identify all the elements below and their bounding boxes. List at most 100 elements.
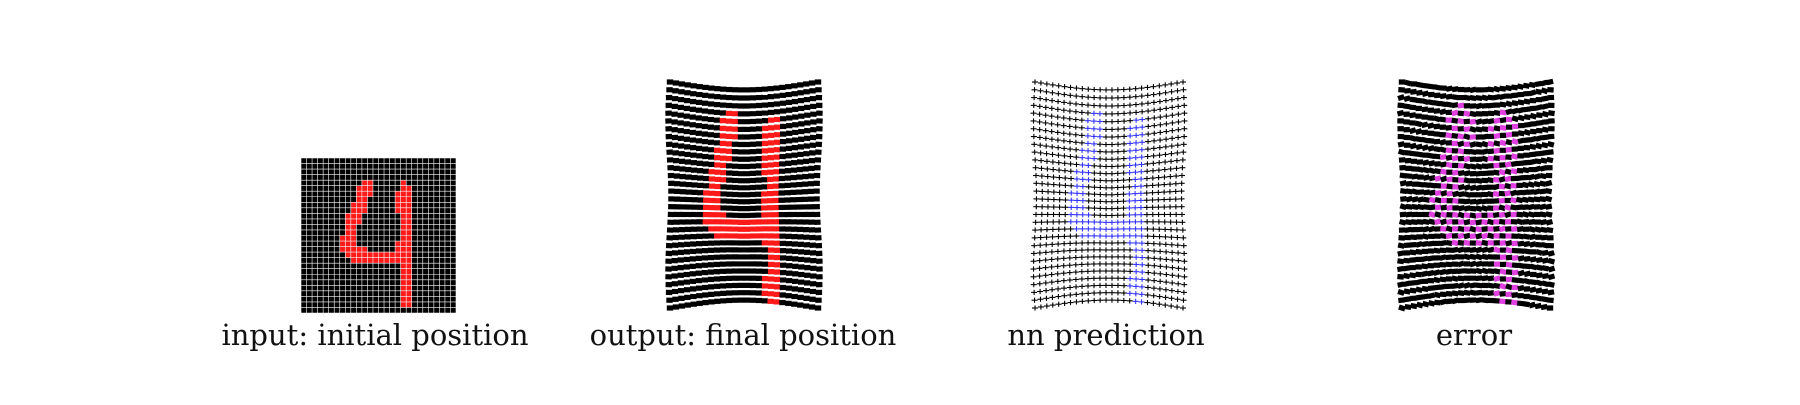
mesh-block: [778, 219, 786, 225]
mesh-block: [804, 120, 811, 126]
mesh-block: [1440, 175, 1448, 183]
mesh-block: [1510, 196, 1518, 204]
mesh-block: [726, 170, 733, 176]
mesh-block: [708, 219, 715, 225]
mesh-block: [1528, 166, 1535, 173]
mesh-block: [779, 153, 786, 160]
mesh-block: [1434, 161, 1441, 167]
mesh-block: [1534, 88, 1543, 95]
digit-pixel: [345, 246, 351, 253]
mesh-block: [773, 147, 781, 153]
mesh-block: [707, 240, 715, 246]
mesh-block: [737, 134, 745, 140]
mesh-block: [1439, 298, 1448, 306]
mesh-block: [1421, 300, 1430, 308]
mesh-block: [1481, 163, 1489, 170]
mesh-block: [1463, 282, 1471, 289]
mesh-block: [1415, 271, 1423, 278]
digit-pixel: [367, 252, 373, 258]
mesh-block: [695, 122, 702, 129]
mesh-block: [683, 128, 691, 135]
mesh-block: [1510, 226, 1518, 232]
mesh-block: [785, 84, 792, 90]
mesh-block: [678, 158, 686, 165]
mesh-block: [785, 277, 793, 284]
mesh-block: [1547, 235, 1554, 241]
digit-pixel: [400, 185, 407, 192]
mesh-block: [1480, 204, 1489, 212]
mesh-block: [737, 111, 745, 117]
digit-pixel: [400, 246, 407, 253]
mesh-block: [719, 133, 727, 139]
mesh-block: [1411, 196, 1419, 203]
mesh-block: [683, 264, 690, 270]
mesh-block: [719, 110, 727, 116]
mesh-block: [1541, 95, 1549, 102]
mesh-block: [767, 240, 775, 246]
mesh-block: [1409, 241, 1417, 248]
mesh-block: [1547, 133, 1555, 140]
mesh-block: [778, 175, 786, 182]
mesh-block: [1534, 211, 1541, 218]
mesh-block: [749, 254, 757, 260]
mesh-block: [707, 147, 715, 153]
mesh-block: [1428, 233, 1435, 240]
mesh-block: [1523, 90, 1530, 97]
mesh-block: [767, 247, 775, 253]
mesh-block: [1403, 119, 1410, 125]
mesh-block: [1405, 211, 1413, 218]
mesh-block: [737, 240, 745, 246]
digit-pixel: [350, 202, 357, 208]
mesh-block: [1463, 232, 1471, 240]
mesh-block: [714, 155, 721, 161]
mesh-block: [1439, 161, 1448, 168]
mesh-block: [725, 290, 733, 296]
mesh-block: [708, 183, 716, 189]
mesh-block: [1439, 233, 1447, 240]
mesh-block: [1475, 141, 1483, 148]
mesh-block: [1541, 280, 1550, 288]
mesh-block: [1523, 144, 1531, 151]
mesh-block: [1547, 289, 1555, 296]
digit-pixel: [361, 185, 368, 192]
mesh-block: [725, 133, 733, 140]
mesh-block: [720, 212, 727, 218]
mesh-block: [1403, 288, 1411, 295]
mesh-block: [1421, 255, 1429, 263]
digit-pixel: [406, 296, 412, 302]
mesh-block: [773, 269, 781, 275]
mesh-block: [1541, 249, 1549, 257]
mesh-block: [1415, 136, 1423, 143]
mesh-block: [1433, 123, 1441, 130]
mesh-block: [713, 132, 721, 139]
mesh-block: [791, 152, 798, 158]
mesh-block: [1433, 291, 1441, 299]
mesh-block: [749, 268, 757, 274]
mesh-block: [1445, 109, 1453, 116]
mesh-block: [755, 240, 763, 246]
mesh-block: [1475, 282, 1483, 289]
mesh-block: [1475, 275, 1483, 282]
mesh-block: [1493, 147, 1501, 154]
mesh-block: [1523, 277, 1531, 285]
mesh-block: [701, 123, 709, 130]
mesh-block: [673, 211, 681, 218]
mesh-block: [767, 219, 774, 225]
mesh-block: [1415, 89, 1423, 96]
digit-pixel: [406, 235, 412, 242]
digit-pixel: [406, 274, 412, 280]
mesh-block: [1399, 211, 1407, 218]
mesh-block: [804, 257, 811, 263]
mesh-block: [679, 196, 687, 202]
mesh-block: [690, 219, 698, 225]
mesh-block: [1428, 174, 1436, 182]
mesh-block: [666, 79, 674, 85]
mesh-block: [1539, 218, 1548, 226]
mesh-block: [1533, 204, 1541, 210]
mesh-block: [719, 254, 727, 260]
mesh-block: [677, 272, 684, 278]
mesh-block: [737, 212, 745, 219]
digit-pixel: [384, 252, 390, 258]
mesh-block: [679, 189, 687, 195]
